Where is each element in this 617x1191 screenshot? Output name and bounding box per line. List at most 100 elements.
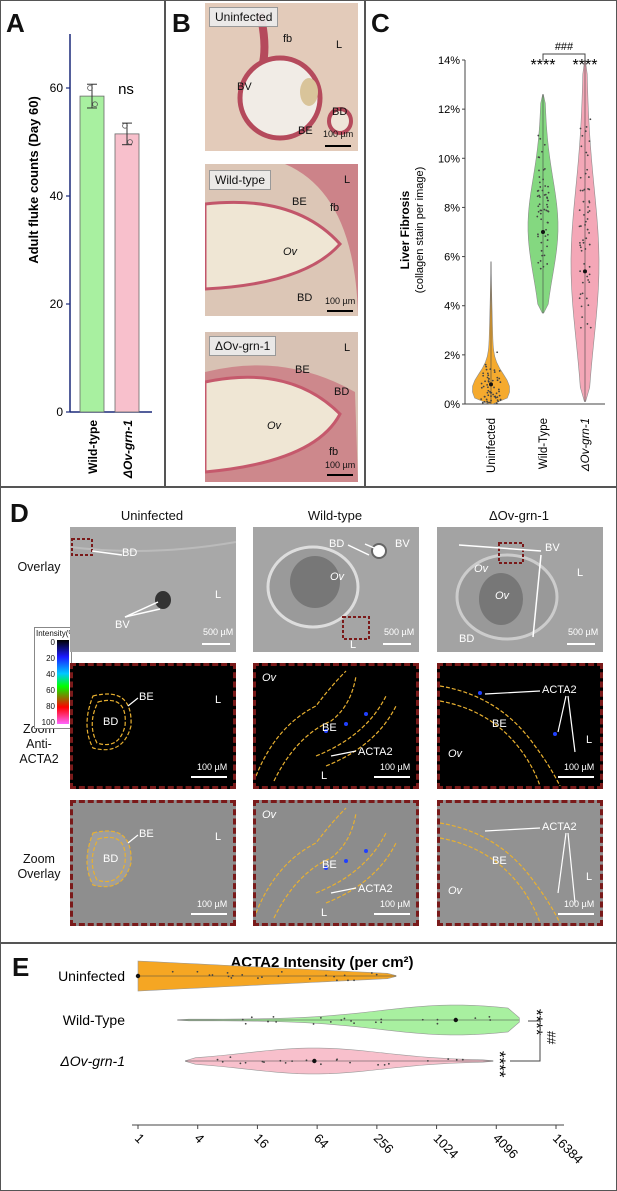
d5-l: L xyxy=(321,770,328,782)
e-point-2-21 xyxy=(229,1056,232,1059)
d-legend-bar xyxy=(57,640,69,724)
d7-l: L xyxy=(215,831,222,843)
c-point-2-8 xyxy=(579,241,581,244)
c-point-0-2 xyxy=(498,394,501,397)
c-point-1-20 xyxy=(545,209,548,212)
e-point-0-4 xyxy=(353,979,355,982)
c-point-0-59 xyxy=(493,369,496,372)
e-point-2-12 xyxy=(387,1062,390,1065)
b-uninfected-image: Uninfected fb L BV BD BE 100 µm xyxy=(205,3,358,151)
c-bracket-label: ### xyxy=(555,41,574,53)
e-point-2-4 xyxy=(244,1061,247,1064)
b2-l: L xyxy=(344,174,351,186)
c-violins xyxy=(472,59,600,405)
c-point-0-9 xyxy=(485,368,488,371)
e-median-1 xyxy=(453,1017,458,1023)
b3-l: L xyxy=(344,342,351,354)
c-point-2-7 xyxy=(586,154,589,157)
d-zoom-anti-uninfected: BD BE L 100 µM xyxy=(70,663,236,789)
d1-scale: 500 µM xyxy=(203,627,234,637)
b2-ov: Ov xyxy=(283,246,298,258)
a-point-1-0 xyxy=(122,123,128,129)
e-point-0-19 xyxy=(241,974,244,976)
c-point-1-29 xyxy=(546,233,549,236)
c-point-1-33 xyxy=(536,215,539,218)
c-point-1-48 xyxy=(546,239,549,241)
e-point-2-20 xyxy=(291,1060,294,1063)
c-ytick-label-4: 8% xyxy=(444,202,460,214)
c-ytick-label-6: 12% xyxy=(438,104,460,116)
d3-l: L xyxy=(577,567,584,579)
c-point-0-25 xyxy=(486,384,489,386)
c-point-2-28 xyxy=(578,297,581,300)
e-point-0-1 xyxy=(208,974,211,977)
c-point-2-5 xyxy=(584,130,587,133)
c-point-2-50 xyxy=(579,326,582,329)
c-point-2-9 xyxy=(579,127,582,130)
c-point-2-16 xyxy=(585,125,588,128)
c-point-1-26 xyxy=(540,241,543,244)
c-point-0-33 xyxy=(486,376,489,379)
c-point-0-29 xyxy=(493,371,496,373)
d2-l: L xyxy=(350,639,357,651)
e-point-2-1 xyxy=(305,1059,308,1062)
c-point-2-17 xyxy=(583,188,586,191)
d1-bv: BV xyxy=(115,619,130,631)
e-point-1-9 xyxy=(489,1019,492,1021)
c-point-0-31 xyxy=(496,379,499,382)
e-point-1-4 xyxy=(353,1022,355,1025)
a-ytick-label-3: 60 xyxy=(50,81,64,95)
c-point-0-58 xyxy=(487,374,490,377)
panel-c-label: C xyxy=(371,8,390,38)
c-point-2-52 xyxy=(588,281,591,284)
d9-ov: Ov xyxy=(448,885,463,897)
b3-fb: fb xyxy=(329,446,339,458)
d-overview-wildtype: BD BV Ov L 500 µM xyxy=(253,527,419,652)
c-point-0-24 xyxy=(480,398,483,401)
c-point-2-35 xyxy=(579,246,582,249)
e-bracket-label: ## xyxy=(544,1031,558,1045)
e-median-2 xyxy=(312,1058,317,1064)
c-point-2-48 xyxy=(581,281,584,284)
c-point-0-41 xyxy=(488,377,490,380)
c-point-1-11 xyxy=(538,156,541,159)
e-point-2-18 xyxy=(284,1061,287,1064)
b-tag-grn1: ΔOv-grn-1 xyxy=(209,336,277,356)
c-point-2-41 xyxy=(580,305,583,308)
d7-be: BE xyxy=(139,828,154,840)
e-point-1-17 xyxy=(343,1017,346,1020)
d8-scalebar xyxy=(374,913,410,915)
c-point-2-55 xyxy=(582,241,585,244)
c-point-0-34 xyxy=(487,380,490,382)
c-point-1-7 xyxy=(539,137,542,140)
c-point-2-3 xyxy=(581,134,584,137)
e-point-0-13 xyxy=(336,979,338,982)
c-point-2-27 xyxy=(579,225,582,227)
panel-a xyxy=(0,0,165,487)
c-point-2-36 xyxy=(579,176,582,179)
e-bracket xyxy=(510,1020,541,1062)
e-point-2-3 xyxy=(263,1061,265,1063)
e-point-1-7 xyxy=(267,1020,269,1023)
e-point-2-8 xyxy=(349,1061,351,1064)
c-point-2-45 xyxy=(583,262,586,265)
c-point-0-4 xyxy=(486,400,488,403)
c-point-1-17 xyxy=(538,169,540,172)
c-point-2-39 xyxy=(579,270,582,273)
e-point-1-5 xyxy=(319,1016,322,1019)
e-point-1-13 xyxy=(474,1017,477,1020)
c-point-1-25 xyxy=(537,189,540,192)
c-point-0-26 xyxy=(481,401,484,404)
d-legend-tick-4: 80 xyxy=(46,702,55,711)
e-point-2-11 xyxy=(447,1058,450,1060)
c-point-1-52 xyxy=(537,205,540,208)
e-point-0-7 xyxy=(227,975,230,978)
c-point-2-18 xyxy=(586,228,589,231)
d-legend-title: Intensity(%) xyxy=(36,629,79,638)
c-point-2-24 xyxy=(585,151,588,154)
e-title: ACTA2 Intensity (per cm²) xyxy=(230,954,413,971)
d2-ov: Ov xyxy=(330,571,345,583)
d-legend-tick-0: 0 xyxy=(50,638,55,647)
c-point-0-23 xyxy=(495,392,498,395)
d5-scalebar xyxy=(374,776,410,778)
